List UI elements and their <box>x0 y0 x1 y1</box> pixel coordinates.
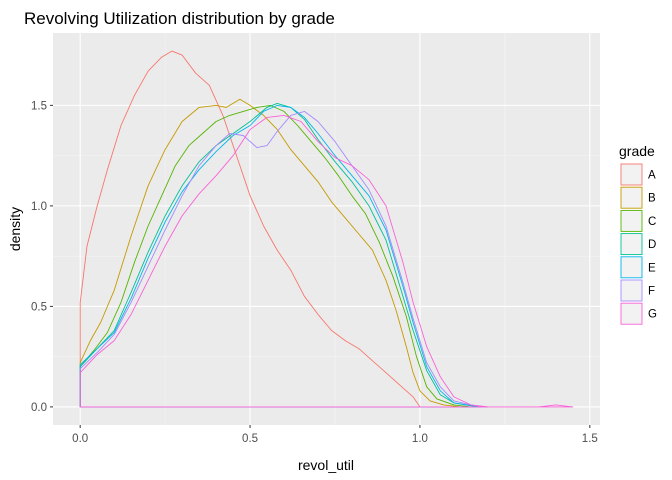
density-line-a <box>79 50 421 408</box>
y-tick-label: 1.5 <box>31 100 47 112</box>
legend-label-c: C <box>648 216 656 228</box>
density-line-f <box>79 110 489 408</box>
x-tick-label: 1.0 <box>412 433 428 445</box>
legend-key-g <box>620 302 643 325</box>
x-axis-ticks: 0.0 0.5 1.0 1.5 <box>72 425 598 445</box>
legend-key-b <box>620 186 643 209</box>
legend-label-e: E <box>648 262 656 274</box>
minor-gridlines <box>53 33 600 425</box>
legend-key-f <box>620 279 643 302</box>
y-tick-label: 1.0 <box>31 201 47 213</box>
x-axis-title: revol_util <box>298 457 354 473</box>
legend-label-g: G <box>648 309 657 321</box>
legend-key-a <box>620 163 643 186</box>
plot-panel <box>53 33 600 425</box>
x-tick-label: 0.0 <box>72 433 88 445</box>
x-tick-label: 1.5 <box>582 433 598 445</box>
legend-key-c <box>620 209 643 232</box>
density-line-b <box>79 98 462 408</box>
x-tick-label: 0.5 <box>242 433 258 445</box>
legend-label-f: F <box>648 286 655 298</box>
density-line-g <box>79 114 574 408</box>
legend-title: grade <box>619 143 655 159</box>
legend-key-d <box>620 233 643 256</box>
y-axis-title: density <box>7 207 23 251</box>
legend-label-b: B <box>648 193 656 205</box>
y-axis-ticks: 0.0 0.5 1.0 1.5 <box>31 100 53 414</box>
density-line-e <box>79 104 482 408</box>
density-line-c <box>79 104 472 408</box>
density-curves <box>79 50 574 408</box>
chart-title: Revolving Utilization distribution by gr… <box>24 9 335 28</box>
y-tick-label: 0.0 <box>31 402 47 414</box>
density-line-d <box>79 102 479 408</box>
legend-label-a: A <box>648 170 656 182</box>
y-tick-label: 0.5 <box>31 301 47 313</box>
legend-label-d: D <box>648 239 656 251</box>
legend-key-e <box>620 256 643 279</box>
